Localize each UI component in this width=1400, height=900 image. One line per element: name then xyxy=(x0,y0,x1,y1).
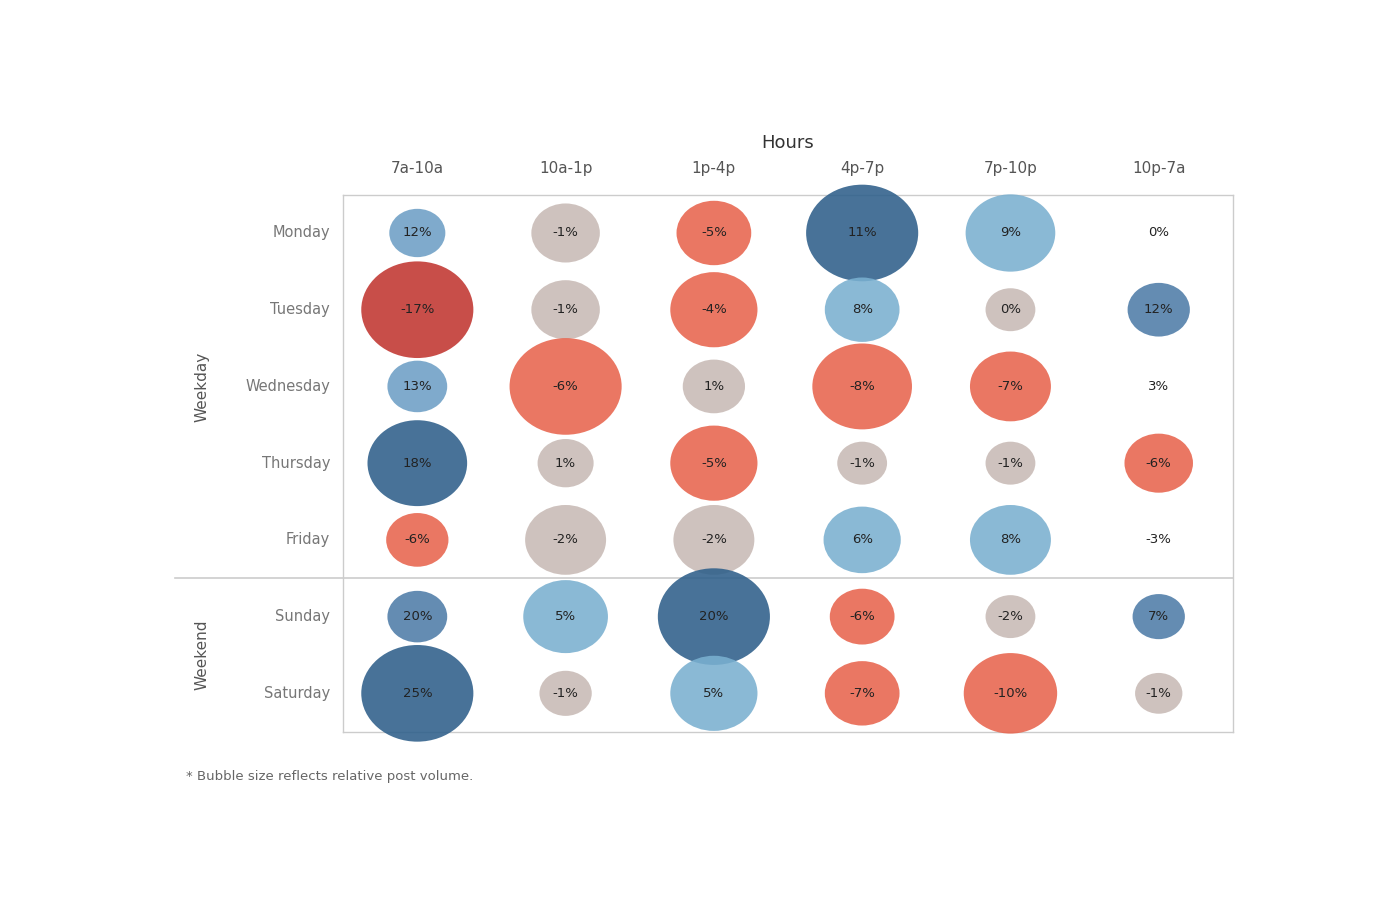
Ellipse shape xyxy=(532,280,599,339)
Ellipse shape xyxy=(671,272,757,347)
Text: -1%: -1% xyxy=(553,687,578,700)
Text: -10%: -10% xyxy=(994,687,1028,700)
Ellipse shape xyxy=(361,261,473,358)
Text: -1%: -1% xyxy=(850,456,875,470)
Text: -2%: -2% xyxy=(701,534,727,546)
Ellipse shape xyxy=(970,505,1051,575)
Text: 8%: 8% xyxy=(1000,534,1021,546)
Ellipse shape xyxy=(823,507,900,573)
Text: -3%: -3% xyxy=(1145,534,1172,546)
Text: 20%: 20% xyxy=(699,610,728,623)
Text: 20%: 20% xyxy=(403,610,433,623)
Text: Hours: Hours xyxy=(762,133,815,151)
Text: 11%: 11% xyxy=(847,227,876,239)
Ellipse shape xyxy=(1133,594,1184,639)
Ellipse shape xyxy=(1127,283,1190,337)
Ellipse shape xyxy=(825,662,900,725)
Text: 1p-4p: 1p-4p xyxy=(692,161,736,176)
Text: Monday: Monday xyxy=(273,226,330,240)
Ellipse shape xyxy=(386,513,448,567)
Text: -1%: -1% xyxy=(998,456,1023,470)
Ellipse shape xyxy=(673,505,755,575)
Ellipse shape xyxy=(1135,673,1183,714)
Text: 4p-7p: 4p-7p xyxy=(840,161,885,176)
Text: 5%: 5% xyxy=(554,610,577,623)
Text: -5%: -5% xyxy=(701,456,727,470)
Text: 0%: 0% xyxy=(1000,303,1021,316)
Text: 5%: 5% xyxy=(703,687,724,700)
Text: 1%: 1% xyxy=(703,380,724,393)
Text: -1%: -1% xyxy=(553,227,578,239)
Text: -7%: -7% xyxy=(850,687,875,700)
Text: -1%: -1% xyxy=(1145,687,1172,700)
Ellipse shape xyxy=(539,670,592,716)
Ellipse shape xyxy=(510,338,622,435)
Text: -6%: -6% xyxy=(405,534,430,546)
Ellipse shape xyxy=(676,201,752,266)
Ellipse shape xyxy=(986,442,1036,484)
Text: Weekend: Weekend xyxy=(195,620,210,690)
Text: -2%: -2% xyxy=(998,610,1023,623)
Ellipse shape xyxy=(963,653,1057,734)
Text: -6%: -6% xyxy=(850,610,875,623)
Text: 9%: 9% xyxy=(1000,227,1021,239)
Ellipse shape xyxy=(388,590,447,643)
Ellipse shape xyxy=(671,656,757,731)
Ellipse shape xyxy=(986,595,1036,638)
Ellipse shape xyxy=(524,580,608,653)
Ellipse shape xyxy=(538,439,594,487)
Text: -2%: -2% xyxy=(553,534,578,546)
Text: -8%: -8% xyxy=(850,380,875,393)
Ellipse shape xyxy=(671,426,757,500)
Text: 10p-7a: 10p-7a xyxy=(1133,161,1186,176)
Text: -6%: -6% xyxy=(1145,456,1172,470)
Text: -7%: -7% xyxy=(998,380,1023,393)
Text: 6%: 6% xyxy=(851,534,872,546)
Text: 12%: 12% xyxy=(1144,303,1173,316)
Text: 1%: 1% xyxy=(554,456,577,470)
Ellipse shape xyxy=(966,194,1056,272)
Text: Wednesday: Wednesday xyxy=(245,379,330,394)
Ellipse shape xyxy=(825,277,900,342)
Text: 18%: 18% xyxy=(403,456,433,470)
Ellipse shape xyxy=(389,209,445,257)
Ellipse shape xyxy=(683,360,745,413)
Text: Sunday: Sunday xyxy=(276,609,330,624)
Ellipse shape xyxy=(830,589,895,644)
Ellipse shape xyxy=(658,568,770,665)
Text: Saturday: Saturday xyxy=(265,686,330,701)
Ellipse shape xyxy=(806,184,918,282)
Ellipse shape xyxy=(388,361,447,412)
Text: 3%: 3% xyxy=(1148,380,1169,393)
Ellipse shape xyxy=(361,645,473,742)
Ellipse shape xyxy=(812,344,911,429)
Text: 25%: 25% xyxy=(403,687,433,700)
Text: 7p-10p: 7p-10p xyxy=(984,161,1037,176)
Text: -6%: -6% xyxy=(553,380,578,393)
Text: Friday: Friday xyxy=(286,533,330,547)
Text: 13%: 13% xyxy=(403,380,433,393)
Text: -17%: -17% xyxy=(400,303,434,316)
Ellipse shape xyxy=(986,288,1036,331)
Text: 12%: 12% xyxy=(403,227,433,239)
Text: 8%: 8% xyxy=(851,303,872,316)
Text: -5%: -5% xyxy=(701,227,727,239)
Text: Weekday: Weekday xyxy=(195,351,210,421)
Text: Tuesday: Tuesday xyxy=(270,302,330,317)
Ellipse shape xyxy=(532,203,599,263)
Text: -1%: -1% xyxy=(553,303,578,316)
Ellipse shape xyxy=(525,505,606,575)
Ellipse shape xyxy=(970,352,1051,421)
Text: 7%: 7% xyxy=(1148,610,1169,623)
Text: Thursday: Thursday xyxy=(262,455,330,471)
Ellipse shape xyxy=(837,442,888,484)
Ellipse shape xyxy=(1124,434,1193,492)
Text: 0%: 0% xyxy=(1148,227,1169,239)
Text: * Bubble size reflects relative post volume.: * Bubble size reflects relative post vol… xyxy=(186,770,473,783)
Ellipse shape xyxy=(367,420,468,506)
Text: -4%: -4% xyxy=(701,303,727,316)
Text: 7a-10a: 7a-10a xyxy=(391,161,444,176)
Text: 10a-1p: 10a-1p xyxy=(539,161,592,176)
